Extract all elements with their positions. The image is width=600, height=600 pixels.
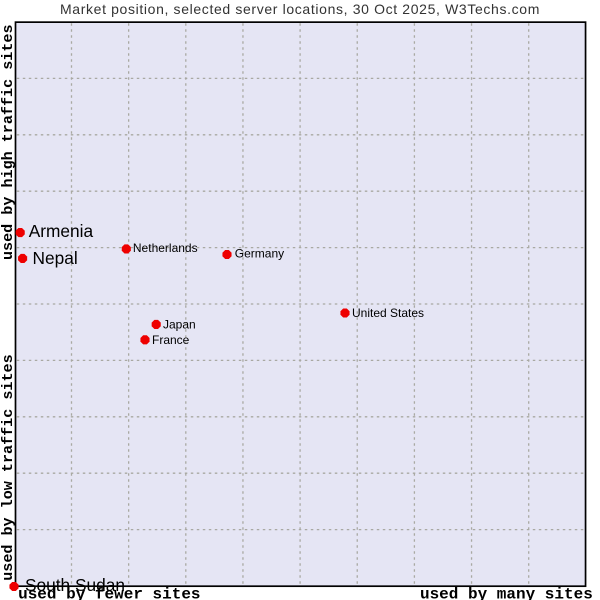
svg-text:used by many sites: used by many sites — [420, 585, 593, 600]
svg-text:Armenia: Armenia — [29, 221, 94, 241]
svg-text:used by low traffic sites: used by low traffic sites — [0, 354, 17, 580]
svg-text:Netherlands: Netherlands — [133, 241, 198, 255]
svg-text:Japan: Japan — [163, 318, 196, 332]
svg-text:Germany: Germany — [235, 247, 284, 261]
svg-text:used by high traffic sites: used by high traffic sites — [0, 24, 17, 260]
svg-text:Nepal: Nepal — [33, 248, 78, 268]
svg-text:used by fewer sites: used by fewer sites — [18, 585, 200, 600]
svg-text:United States: United States — [352, 306, 424, 320]
svg-text:South Sudan: South Sudan — [25, 575, 125, 595]
svg-text:France: France — [152, 333, 190, 347]
svg-text:Market position, selected serv: Market position, selected server locatio… — [60, 1, 540, 17]
